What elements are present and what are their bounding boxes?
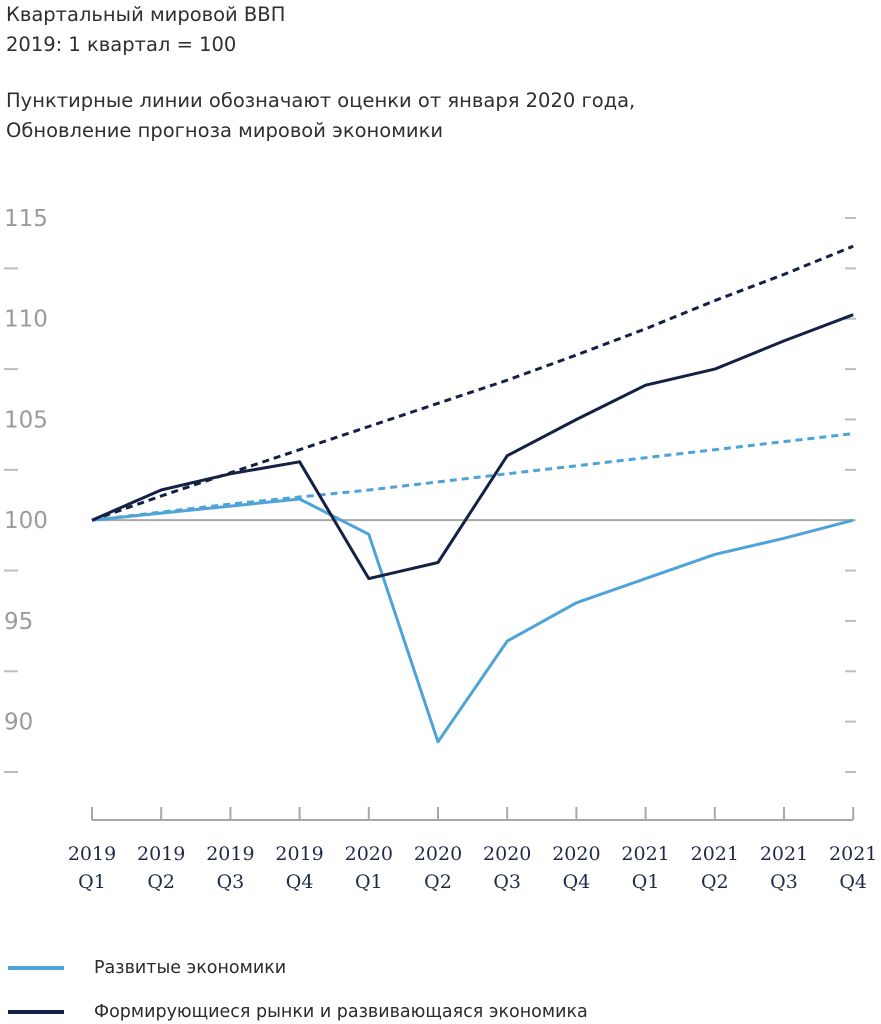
x-tick-label-quarter: Q1 [632,871,660,893]
legend-swatch-advanced [8,966,64,970]
x-tick-label-year: 2019 [275,843,323,865]
x-tick-label-year: 2021 [621,843,669,865]
x-tick-label-year: 2020 [414,843,462,865]
series-line-advanced [91,497,854,744]
x-tick-label-quarter: Q4 [286,871,314,893]
legend-label-emerging: Формирующиеся рынки и развивающаяся экон… [94,1002,588,1022]
chart-subtitle-line1: Пунктирные линии обозначают оценки от ян… [6,89,636,112]
x-tick-label-quarter: Q4 [563,871,591,893]
x-tick-label-year: 2019 [206,843,254,865]
x-tick-label-quarter: Q2 [147,871,175,893]
y-tick-label: 90 [4,710,33,736]
legend-item-advanced: Развитые экономики [8,958,286,978]
x-axis: 2019 Q1 2019 Q2 2019 Q3 2019 Q4 2020 Q1 2020 Q2 2020… [68,807,877,893]
x-tick-label-year: 2019 [68,843,116,865]
x-tick-label-quarter: Q3 [493,871,521,893]
x-tick-label-quarter: Q2 [701,871,729,893]
x-tick-label-year: 2021 [760,843,808,865]
x-tick-label-quarter: Q2 [424,871,452,893]
series-dashed-advanced [91,432,854,522]
x-tick-label-year: 2020 [552,843,600,865]
x-tick-label-quarter: Q1 [78,871,106,893]
x-tick-label-quarter: Q3 [217,871,245,893]
chart-title-line2: 2019: 1 квартал = 100 [6,33,237,56]
y-tick-label: 105 [4,407,48,433]
series-line-emerging [91,313,854,581]
x-tick-label-year: 2020 [345,843,393,865]
x-tick-label-quarter: Q1 [355,871,383,893]
legend-label-advanced: Развитые экономики [94,958,287,978]
y-tick-label: 110 [4,307,48,333]
legend-item-emerging: Формирующиеся рынки и развивающаяся экон… [8,1002,588,1022]
y-tick-label: 95 [4,609,33,635]
line-chart: 90 95 100 105 110 115 2019 Q1 2019 Q2 2019 Q3 2019 Q… [4,206,877,893]
x-tick-label-quarter: Q3 [770,871,798,893]
y-tick-label: 115 [4,206,48,232]
x-tick-label-quarter: Q4 [839,871,867,893]
plot-area [91,244,854,744]
y-tick-label: 100 [4,508,48,534]
chart-title-line1: Квартальный мировой ВВП [6,3,286,26]
x-tick-label-year: 2020 [483,843,531,865]
y-axis: 90 95 100 105 110 115 [4,206,856,773]
x-tick-label-year: 2021 [691,843,739,865]
x-tick-label-year: 2019 [137,843,185,865]
chart-subtitle-line2: Обновление прогноза мировой экономики [6,119,444,142]
legend-swatch-emerging [8,1010,64,1014]
x-tick-label-year: 2021 [829,843,877,865]
